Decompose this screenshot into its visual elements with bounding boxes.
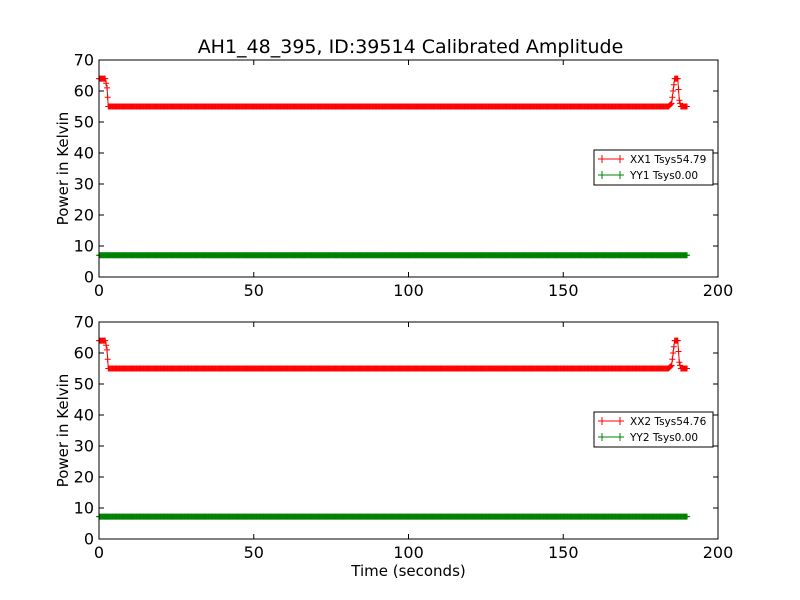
series-1 [96,75,691,110]
data-point [670,350,677,356]
data-point [667,363,674,370]
series-line [99,78,688,107]
data-point [667,101,674,108]
x-tick-label: 150 [548,543,579,562]
x-tick-label: 200 [703,281,734,300]
data-point [104,356,111,363]
y-axis-label: Power in Kelvin [54,112,72,226]
data-point [103,342,110,349]
legend-swatch-marker [616,417,624,425]
data-point [676,359,683,366]
data-point [103,80,110,87]
data-point [676,97,683,104]
series-markers [96,513,691,520]
data-point [104,84,111,91]
data-point [669,94,676,101]
series-markers [96,75,691,110]
data-point [684,513,691,520]
series-2 [96,252,691,259]
legend: XX1 Tsys54.79 YY1 Tsys0.00 [593,149,714,186]
y-axis-label: Power in Kelvin [54,374,72,488]
y-tick-label: 40 [74,406,94,425]
x-tick-label: 200 [703,543,734,562]
series-1 [96,337,691,372]
series-2 [96,513,691,520]
data-point [674,75,681,82]
x-tick-label: 0 [94,543,104,562]
series-line [99,340,688,369]
legend-entry: YY1 Tsys0.00 [629,170,698,182]
legend: XX2 Tsys54.76 YY2 Tsys0.00 [593,411,714,448]
x-axis-label: Time (seconds) [350,562,466,580]
legend-box [593,149,714,186]
x-tick-label: 100 [393,543,424,562]
x-tick-label: 150 [548,281,579,300]
legend-entry: XX2 Tsys54.76 [630,416,707,428]
data-point [684,103,691,110]
legend-box [593,411,714,448]
y-tick-label: 0 [84,530,94,549]
data-point [675,86,682,93]
legend-swatch-marker [616,171,624,179]
data-point [670,81,677,88]
data-point [670,343,677,350]
legend-swatch-marker [598,417,606,425]
data-point [104,346,111,353]
y-tick-label: 70 [74,51,94,70]
legend-entry: XX1 Tsys54.79 [630,154,706,166]
data-point [670,88,677,94]
data-point [677,100,684,107]
y-tick-label: 10 [74,499,94,518]
y-tick-label: 0 [84,268,94,287]
x-tick-label: 50 [244,543,264,562]
legend-swatch-marker [616,433,624,441]
data-point [102,75,109,82]
data-point [668,362,675,369]
legend-swatch-marker [616,155,624,163]
y-tick-label: 60 [74,344,94,363]
legend-swatch-marker [598,155,606,163]
y-tick-label: 10 [74,237,94,256]
chart-title: AH1_48_395, ID:39514 Calibrated Amplitud… [198,36,624,58]
y-tick-label: 50 [74,113,94,132]
y-tick-label: 30 [74,175,94,194]
data-point [669,356,676,363]
y-tick-label: 60 [74,82,94,101]
series-markers [96,252,691,259]
panel-1: 0 50 100 150 200 0 10 20 30 40 50 60 70 Power in Kelv… [54,36,733,300]
y-tick-label: 30 [74,437,94,456]
x-tick-label: 100 [393,281,424,300]
data-point [684,365,691,372]
legend-swatch-marker [598,171,606,179]
data-point [677,362,684,369]
y-tick-label: 50 [74,375,94,394]
y-tick-label: 70 [74,313,94,332]
legend-entry: YY2 Tsys0.00 [629,432,698,444]
data-point [675,348,682,355]
y-tick-label: 20 [74,468,94,487]
y-tick-label: 40 [74,144,94,163]
y-tick-label: 20 [74,206,94,225]
x-tick-label: 50 [244,281,264,300]
data-point [684,252,691,259]
data-point [668,100,675,107]
x-tick-label: 0 [94,281,104,300]
data-point [102,337,109,344]
data-point [674,337,681,344]
panel-2: 0 50 100 150 200 0 10 20 30 40 50 60 70 Power in Kelv… [54,313,733,581]
data-point [104,94,111,101]
series-markers [96,337,691,372]
legend-swatch-marker [598,433,606,441]
